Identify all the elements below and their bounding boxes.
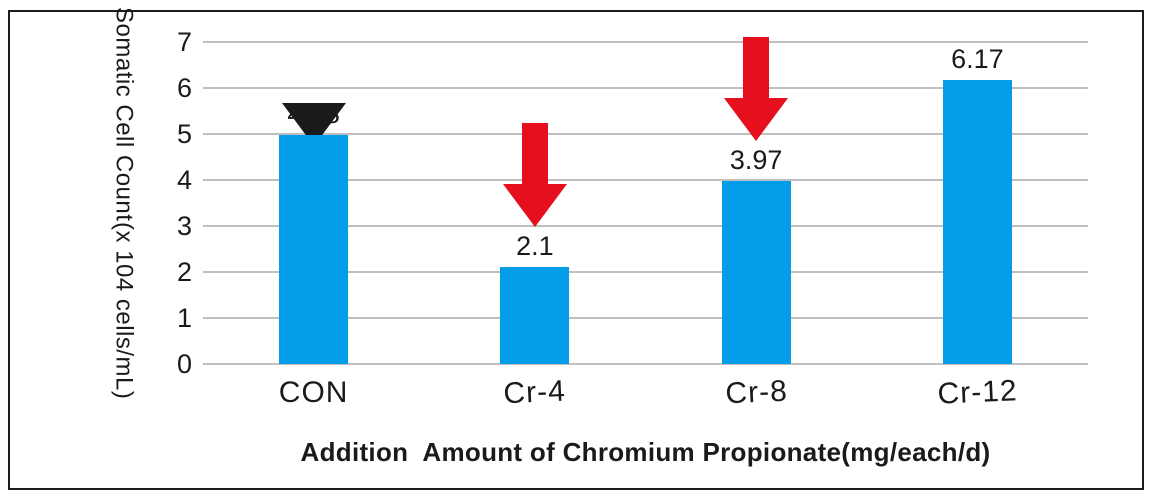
y-axis-tick-labels: 0 1 2 3 4 5 6 7 — [140, 27, 192, 379]
y-tick-label: 4 — [176, 165, 192, 195]
bar-value-label: 6.17 — [951, 44, 1004, 75]
plot-area: 4.98 CON 2.1 Cr-4 3.97 Cr-8 6.17 Cr-12 — [203, 37, 1088, 411]
gridline — [203, 225, 1088, 227]
bar-value-label: 4.98 — [287, 98, 340, 129]
bar-value-label: 3.97 — [729, 145, 783, 176]
y-tick-label: 7 — [176, 27, 192, 57]
gridline — [203, 363, 1088, 365]
gridline — [203, 271, 1088, 273]
decrease-arrow-icon — [502, 123, 567, 228]
y-tick-label: 6 — [176, 73, 192, 103]
x-axis-title: Addition Amount of Chromium Propionate(m… — [300, 437, 991, 467]
y-tick-label: 1 — [176, 303, 192, 333]
bar-group: 4.98 CON — [203, 42, 424, 409]
arrow-head — [724, 98, 789, 142]
y-tick-label: 2 — [176, 257, 192, 287]
y-tick-label: 0 — [176, 349, 192, 379]
bar — [500, 267, 570, 364]
gridline — [203, 317, 1088, 319]
gridline — [203, 179, 1088, 181]
bar — [279, 134, 349, 364]
arrow-head — [502, 184, 567, 228]
y-tick-label: 5 — [176, 119, 192, 149]
bar-group: 3.97 Cr-8 — [646, 37, 867, 410]
bar — [721, 181, 791, 364]
arrow-stem — [301, 42, 327, 103]
gridline — [203, 41, 1088, 43]
arrow-stem — [743, 37, 770, 99]
bar-group: 2.1 Cr-4 — [424, 42, 645, 410]
y-axis-title-line1: Somatic Cell Count — [110, 7, 138, 222]
decrease-arrow-icon — [724, 37, 789, 142]
bar-group: 6.17 Cr-12 — [867, 42, 1088, 411]
bar-value-label: 2.1 — [516, 231, 554, 262]
y-tick-label: 3 — [176, 211, 192, 241]
gridline — [203, 133, 1088, 135]
category-label: CON — [278, 376, 349, 409]
gridline — [203, 87, 1088, 89]
arrow-stem — [521, 123, 548, 185]
bar — [942, 80, 1012, 364]
y-axis-title: Somatic Cell Count (x 104 cells/mL) — [84, 7, 164, 399]
y-axis-title-line2: (x 104 cells/mL) — [110, 221, 138, 399]
